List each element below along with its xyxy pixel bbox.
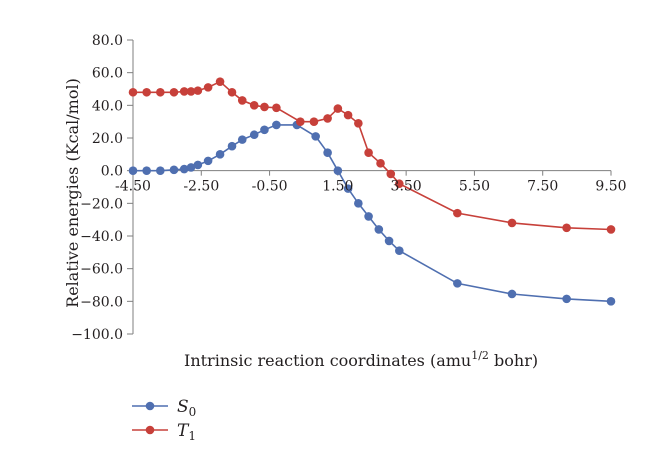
data-point xyxy=(311,132,320,141)
legend-marker xyxy=(145,401,155,411)
x-axis-title-superscript: 1/2 xyxy=(471,349,489,362)
data-point xyxy=(215,150,225,159)
data-point xyxy=(364,212,373,221)
y-tick-label: −40.0 xyxy=(80,229,123,245)
data-point xyxy=(354,199,363,208)
data-point xyxy=(606,225,616,234)
data-point xyxy=(333,166,343,175)
x-tick-label: -4.50 xyxy=(115,179,151,195)
data-point xyxy=(169,165,179,175)
data-point xyxy=(386,169,396,179)
data-point xyxy=(272,103,281,113)
x-ticks xyxy=(132,170,612,176)
data-point xyxy=(193,86,203,95)
data-point xyxy=(453,208,462,218)
x-tick-label: 1.50 xyxy=(322,179,353,195)
data-point xyxy=(309,117,319,126)
data-point xyxy=(186,163,196,172)
data-point xyxy=(343,184,353,193)
y-tick-label: 0.0 xyxy=(101,164,123,180)
x-tick-label: 3.50 xyxy=(391,179,422,195)
y-tick-label: 40.0 xyxy=(92,98,123,114)
data-point xyxy=(260,102,269,112)
data-point xyxy=(260,125,269,135)
legend-label: T1 xyxy=(177,421,196,443)
data-point xyxy=(562,294,571,304)
data-point xyxy=(376,159,385,168)
data-point xyxy=(249,130,259,140)
data-point xyxy=(193,160,203,170)
data-point xyxy=(237,96,247,105)
data-point xyxy=(142,87,151,97)
y-tick-label: −60.0 xyxy=(80,262,123,278)
data-point xyxy=(395,246,404,255)
data-point xyxy=(169,87,179,97)
data-point xyxy=(395,179,404,189)
y-tick-label: 80.0 xyxy=(92,33,123,49)
data-point xyxy=(272,120,281,130)
x-tick-label: 7.50 xyxy=(527,179,558,195)
axes: 80.0 60.0 40.0 20.0 0.0 −20.0 −40.0 −60.0 −80.0 −… xyxy=(71,33,612,343)
data-point xyxy=(333,104,343,113)
legend-item: T1 xyxy=(132,421,196,443)
data-point xyxy=(606,297,616,306)
legend-label: S0 xyxy=(177,397,196,419)
data-point xyxy=(384,236,394,246)
data-point xyxy=(215,77,225,86)
data-point xyxy=(507,218,517,228)
y-axis-title: Relative energies (Kcal/mol) xyxy=(63,78,82,308)
data-point xyxy=(323,114,332,123)
data-point xyxy=(296,117,305,126)
x-tick-label: -2.50 xyxy=(183,179,219,195)
x-tick-label: -0.50 xyxy=(252,179,288,195)
x-axis-title-end: bohr) xyxy=(489,351,538,370)
data-point xyxy=(128,166,138,175)
y-ticks: 80.0 60.0 40.0 20.0 0.0 −20.0 −40.0 −60.0 −80.0 −… xyxy=(71,33,133,343)
y-tick-label: −100.0 xyxy=(71,327,123,343)
data-point xyxy=(142,166,151,175)
data-point xyxy=(453,279,462,288)
data-point xyxy=(323,148,332,157)
series-s0 xyxy=(128,120,616,306)
data-point xyxy=(374,225,384,234)
y-tick-label: 60.0 xyxy=(92,66,123,82)
data-point xyxy=(128,87,138,97)
x-tick-label: 9.50 xyxy=(595,179,626,195)
data-point xyxy=(227,141,237,151)
data-point xyxy=(507,289,517,299)
x-axis-title: Intrinsic reaction coordinates (amu1/2 b… xyxy=(184,349,538,370)
legend-marker xyxy=(145,425,155,435)
y-tick-label: −20.0 xyxy=(80,196,123,212)
data-point xyxy=(364,148,373,157)
series-line xyxy=(133,80,612,231)
data-point xyxy=(203,156,213,166)
data-point xyxy=(249,101,259,110)
data-point xyxy=(354,119,363,128)
data-point xyxy=(203,83,213,92)
data-point xyxy=(237,135,247,144)
y-tick-label: −80.0 xyxy=(80,294,123,310)
x-axis-title-main: Intrinsic reaction coordinates (amu xyxy=(184,351,471,370)
legend-item: S0 xyxy=(132,397,196,419)
y-tick-label: 20.0 xyxy=(92,131,123,147)
data-point xyxy=(179,164,189,174)
data-point xyxy=(156,87,165,97)
data-point xyxy=(343,110,353,120)
data-point xyxy=(562,223,571,233)
data-point xyxy=(179,87,189,96)
x-tick-labels: -4.50 -2.50 -0.50 1.50 3.50 5.50 7.50 9.50 xyxy=(115,179,627,195)
series-t1 xyxy=(128,77,616,234)
data-point xyxy=(227,87,237,97)
data-point xyxy=(156,166,165,175)
data-point xyxy=(186,87,196,96)
x-tick-label: 5.50 xyxy=(459,179,490,195)
series-layer xyxy=(128,77,616,306)
